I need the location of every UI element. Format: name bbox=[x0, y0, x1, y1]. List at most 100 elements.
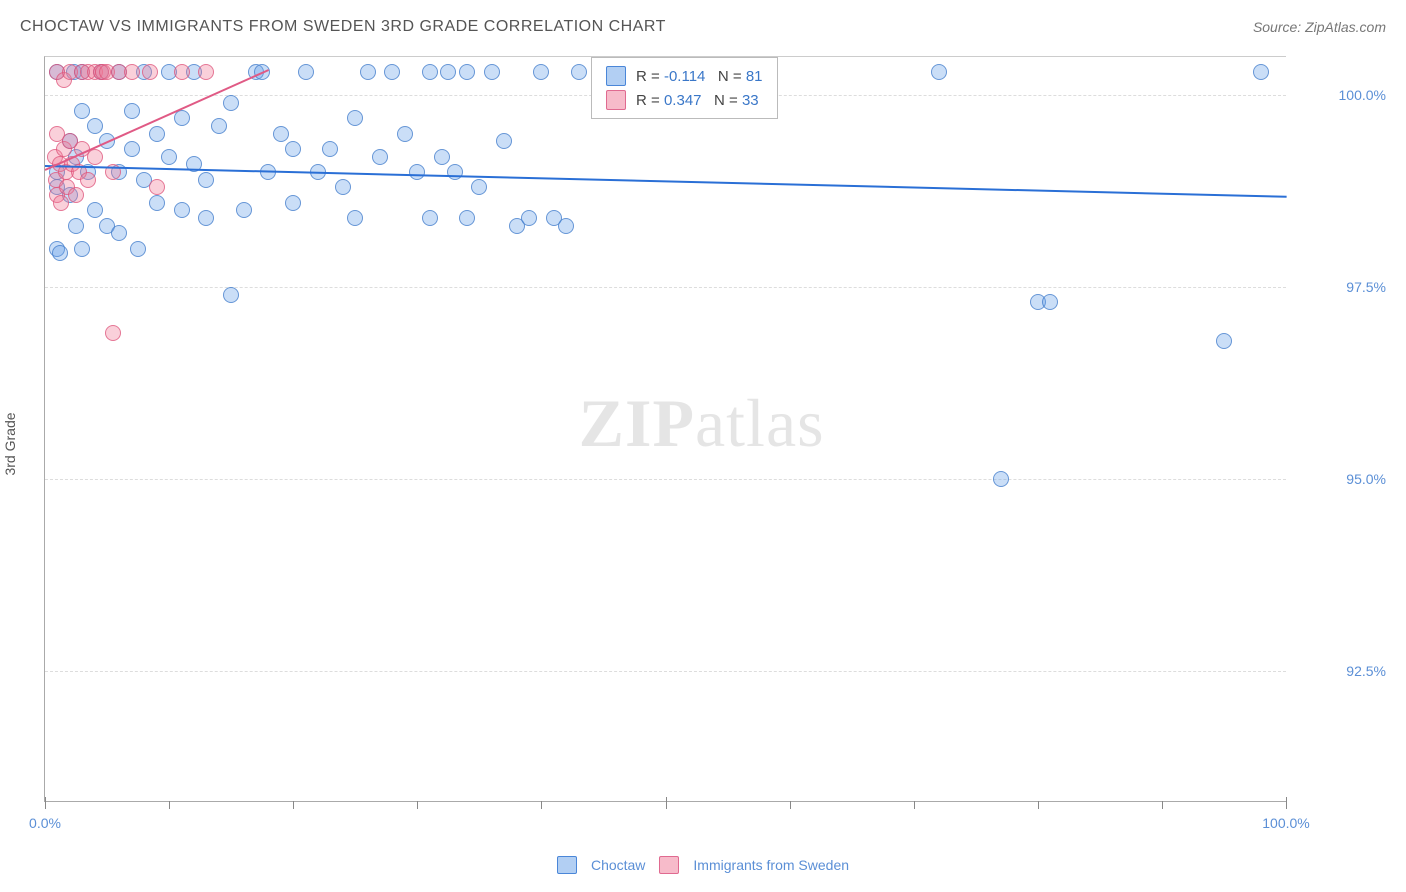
data-point bbox=[149, 179, 165, 195]
legend-swatch bbox=[659, 856, 679, 874]
x-tick-label: 100.0% bbox=[1262, 815, 1309, 831]
data-point bbox=[459, 210, 475, 226]
data-point bbox=[52, 245, 68, 261]
data-point bbox=[521, 210, 537, 226]
legend-label: Immigrants from Sweden bbox=[693, 857, 849, 873]
data-point bbox=[236, 202, 252, 218]
data-point bbox=[174, 64, 190, 80]
data-point bbox=[74, 103, 90, 119]
legend-swatch bbox=[606, 90, 626, 110]
x-tick bbox=[666, 797, 667, 809]
watermark-bold: ZIP bbox=[579, 385, 695, 461]
data-point bbox=[1253, 64, 1269, 80]
data-point bbox=[142, 64, 158, 80]
data-point bbox=[484, 64, 500, 80]
data-point bbox=[1042, 294, 1058, 310]
y-tick-label: 97.5% bbox=[1296, 279, 1386, 295]
data-point bbox=[422, 64, 438, 80]
x-tick bbox=[790, 801, 791, 809]
data-point bbox=[434, 149, 450, 165]
data-point bbox=[124, 103, 140, 119]
x-tick bbox=[1038, 801, 1039, 809]
data-point bbox=[409, 164, 425, 180]
data-point bbox=[440, 64, 456, 80]
data-point bbox=[496, 133, 512, 149]
y-axis-label: 3rd Grade bbox=[2, 412, 18, 475]
data-point bbox=[347, 210, 363, 226]
x-tick bbox=[914, 801, 915, 809]
data-point bbox=[198, 210, 214, 226]
gridline bbox=[45, 671, 1286, 672]
legend-row: R = 0.347 N = 33 bbox=[606, 88, 762, 112]
data-point bbox=[285, 141, 301, 157]
x-tick bbox=[169, 801, 170, 809]
data-point bbox=[459, 64, 475, 80]
data-point bbox=[285, 195, 301, 211]
data-point bbox=[124, 141, 140, 157]
chart-area: 3rd Grade ZIPatlas 100.0%97.5%95.0%92.5%… bbox=[44, 56, 1396, 832]
data-point bbox=[298, 64, 314, 80]
x-tick-label: 0.0% bbox=[29, 815, 61, 831]
data-point bbox=[87, 118, 103, 134]
data-point bbox=[161, 149, 177, 165]
data-point bbox=[111, 225, 127, 241]
legend-text: R = -0.114 N = 81 bbox=[636, 68, 762, 85]
source-attribution: Source: ZipAtlas.com bbox=[1253, 19, 1386, 35]
x-tick bbox=[541, 801, 542, 809]
y-tick-label: 95.0% bbox=[1296, 471, 1386, 487]
y-tick-label: 100.0% bbox=[1296, 87, 1386, 103]
data-point bbox=[223, 287, 239, 303]
gridline bbox=[45, 479, 1286, 480]
x-tick bbox=[1286, 797, 1287, 809]
trendline bbox=[45, 165, 1287, 198]
data-point bbox=[80, 172, 96, 188]
data-point bbox=[931, 64, 947, 80]
chart-title: CHOCTAW VS IMMIGRANTS FROM SWEDEN 3RD GR… bbox=[20, 18, 666, 36]
data-point bbox=[223, 95, 239, 111]
scatter-plot: ZIPatlas 100.0%97.5%95.0%92.5%0.0%100.0%… bbox=[44, 56, 1286, 802]
data-point bbox=[74, 241, 90, 257]
data-point bbox=[384, 64, 400, 80]
data-point bbox=[174, 202, 190, 218]
legend-swatch bbox=[606, 66, 626, 86]
x-tick bbox=[1162, 801, 1163, 809]
data-point bbox=[198, 64, 214, 80]
data-point bbox=[211, 118, 227, 134]
data-point bbox=[471, 179, 487, 195]
data-point bbox=[571, 64, 587, 80]
data-point bbox=[360, 64, 376, 80]
data-point bbox=[124, 64, 140, 80]
legend-row: R = -0.114 N = 81 bbox=[606, 64, 762, 88]
watermark: ZIPatlas bbox=[579, 384, 825, 463]
bottom-legend: Choctaw Immigrants from Sweden bbox=[0, 856, 1406, 874]
data-point bbox=[447, 164, 463, 180]
data-point bbox=[68, 218, 84, 234]
y-tick-label: 92.5% bbox=[1296, 663, 1386, 679]
data-point bbox=[87, 202, 103, 218]
x-tick bbox=[293, 801, 294, 809]
data-point bbox=[174, 110, 190, 126]
data-point bbox=[1216, 333, 1232, 349]
data-point bbox=[130, 241, 146, 257]
data-point bbox=[149, 195, 165, 211]
data-point bbox=[105, 325, 121, 341]
data-point bbox=[322, 141, 338, 157]
data-point bbox=[68, 187, 84, 203]
legend-label: Choctaw bbox=[591, 857, 645, 873]
data-point bbox=[335, 179, 351, 195]
data-point bbox=[53, 195, 69, 211]
data-point bbox=[198, 172, 214, 188]
x-tick bbox=[417, 801, 418, 809]
trendline bbox=[45, 69, 269, 171]
data-point bbox=[347, 110, 363, 126]
legend-swatch bbox=[557, 856, 577, 874]
watermark-light: atlas bbox=[695, 385, 825, 461]
data-point bbox=[397, 126, 413, 142]
x-tick bbox=[45, 797, 46, 809]
data-point bbox=[372, 149, 388, 165]
data-point bbox=[273, 126, 289, 142]
data-point bbox=[993, 471, 1009, 487]
data-point bbox=[422, 210, 438, 226]
data-point bbox=[558, 218, 574, 234]
legend-text: R = 0.347 N = 33 bbox=[636, 92, 759, 109]
